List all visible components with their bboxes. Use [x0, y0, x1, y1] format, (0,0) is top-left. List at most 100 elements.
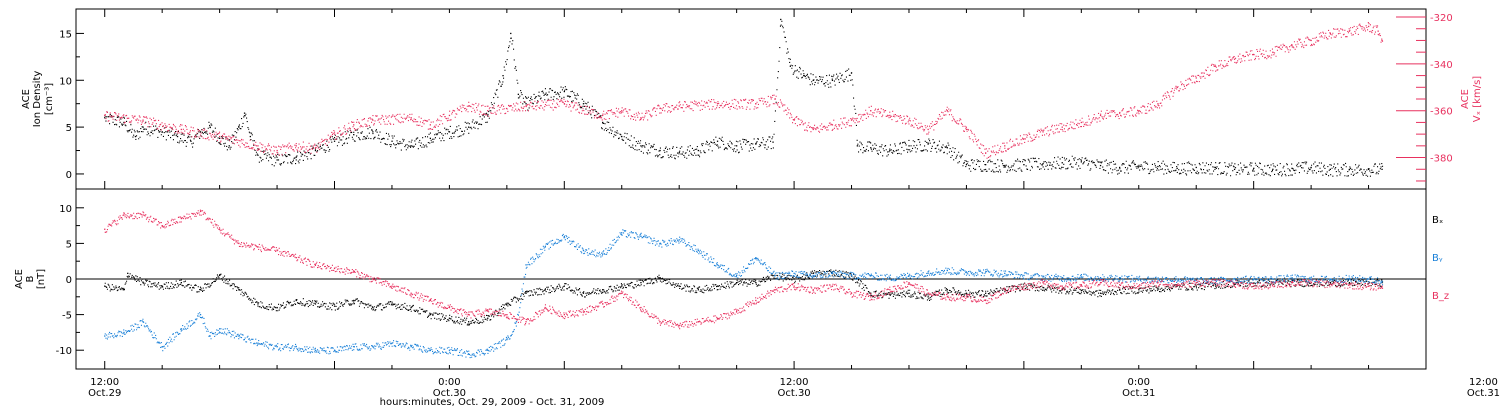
ion-density-series-point	[908, 145, 910, 147]
ion-density-series-point	[1291, 167, 1293, 169]
by-series-point	[1348, 277, 1351, 279]
by-series-point	[123, 331, 125, 334]
bx-series-point	[487, 317, 489, 319]
vx-series-point	[965, 128, 968, 131]
bx-series-point	[104, 285, 106, 287]
bz-series-point	[1023, 285, 1025, 287]
bx-series-point	[127, 272, 129, 274]
ion-density-series-point	[468, 126, 470, 128]
ion-density-series-point	[1348, 168, 1351, 170]
vx-series-point	[295, 145, 297, 147]
bx-series-point	[1214, 284, 1217, 286]
bx-series-scatter	[104, 269, 1384, 326]
by-series-point	[678, 239, 680, 241]
vx-series-point	[1310, 39, 1312, 42]
by-series-scatter	[104, 229, 1384, 359]
bx-series-point	[755, 282, 757, 284]
bottom-tick-label: 5	[66, 239, 72, 250]
vx-series-point	[1099, 114, 1102, 117]
ion-density-series	[104, 18, 1384, 177]
by-series-point	[563, 235, 565, 237]
bx-series-point	[506, 303, 508, 305]
vx-series-point	[219, 135, 221, 138]
ion-density-series-point	[985, 164, 987, 166]
by-series-point	[1291, 277, 1293, 279]
bz-series-point	[755, 299, 757, 302]
ion-density-series-point	[1157, 165, 1159, 168]
bx-series-point	[410, 306, 412, 309]
ion-density-series-point	[502, 75, 504, 77]
bz-series-point	[793, 285, 795, 287]
ion-density-series-point	[1099, 164, 1102, 167]
ion-density-series-point	[602, 121, 604, 124]
ion-density-series-point	[659, 149, 661, 152]
ion-density-series-point	[927, 143, 929, 145]
bx-series-point	[985, 292, 987, 294]
top-left-tick-label: 5	[66, 123, 72, 134]
ion-density-series-point	[716, 140, 719, 142]
ion-density-series-point	[889, 149, 891, 152]
bx-series-point	[219, 274, 221, 277]
by-series-point	[487, 349, 489, 351]
by-series-point	[1080, 276, 1082, 278]
vx-series-point	[487, 110, 489, 112]
ion-density-series-point	[314, 149, 317, 152]
bz-series-point	[870, 296, 872, 298]
bx-series-point	[870, 292, 872, 294]
bz-series-point	[1253, 285, 1255, 287]
by-series-point	[1368, 278, 1370, 280]
bx-series-point	[1099, 292, 1102, 294]
ion-density-series-point	[1176, 167, 1178, 169]
x-tick-date-label: Oct.31	[1122, 388, 1155, 399]
bx-series-point	[314, 303, 317, 305]
bx-series-point	[333, 305, 336, 307]
ion-density-series-point	[1061, 162, 1063, 164]
by-series-point	[621, 232, 623, 234]
ion-density-series-point	[1195, 166, 1197, 169]
ion-density-series-point	[353, 134, 355, 136]
by-series-point	[1119, 277, 1121, 279]
bottom-tick-label: -10	[56, 346, 72, 357]
by-series-point	[850, 274, 853, 277]
bz-series-point	[678, 324, 680, 326]
vx-series-point	[812, 128, 814, 131]
bz-series-point	[487, 310, 489, 312]
x-tick-time-label: 12:00	[780, 377, 809, 388]
top-right-y-label: ACE Vₓ [km/s]	[1460, 76, 1483, 122]
ion-density-series-point	[410, 145, 412, 147]
by-series-point	[525, 264, 527, 266]
bz-series-point	[372, 278, 374, 280]
vx-series-point	[1329, 32, 1331, 35]
by-series-point	[257, 342, 259, 344]
ion-density-series-point	[1272, 168, 1274, 170]
ion-density-series-point	[429, 137, 431, 139]
bottom-y-label-line3: [nT]	[36, 269, 47, 289]
x-tick-date-label: Oct.31	[1467, 388, 1500, 399]
by-series-point	[582, 249, 585, 252]
bz-series-point	[199, 210, 202, 213]
vx-series-point	[1138, 110, 1140, 112]
vx-series-scatter	[104, 22, 1384, 159]
legend-bz: B_z	[1432, 291, 1449, 302]
bx-series-point	[525, 292, 527, 294]
by-series-point	[1253, 278, 1255, 280]
by-series-point	[391, 342, 393, 344]
top-left-tick-label: 10	[59, 76, 72, 87]
top-left-tick-label: 0	[66, 170, 72, 181]
vx-series-point	[1368, 25, 1370, 28]
x-tick-date-label: Oct.30	[433, 388, 466, 399]
by-series-point	[1310, 278, 1312, 280]
ion-density-series-point	[228, 145, 230, 147]
legend-by: Bᵧ	[1432, 253, 1443, 264]
bz-series-point	[219, 228, 221, 230]
vx-series-point	[889, 114, 891, 117]
vx-series	[104, 22, 1384, 159]
bottom-y-label-line1: ACE	[14, 269, 25, 289]
ion-density-series-point	[831, 79, 834, 81]
bz-series-point	[525, 321, 527, 323]
top-right-tick-label: -340	[1430, 60, 1453, 71]
ion-density-series-point	[142, 126, 144, 128]
ion-density-series-point	[1004, 164, 1006, 167]
bz-series-point	[1176, 284, 1178, 286]
vx-series-point	[1119, 112, 1121, 114]
